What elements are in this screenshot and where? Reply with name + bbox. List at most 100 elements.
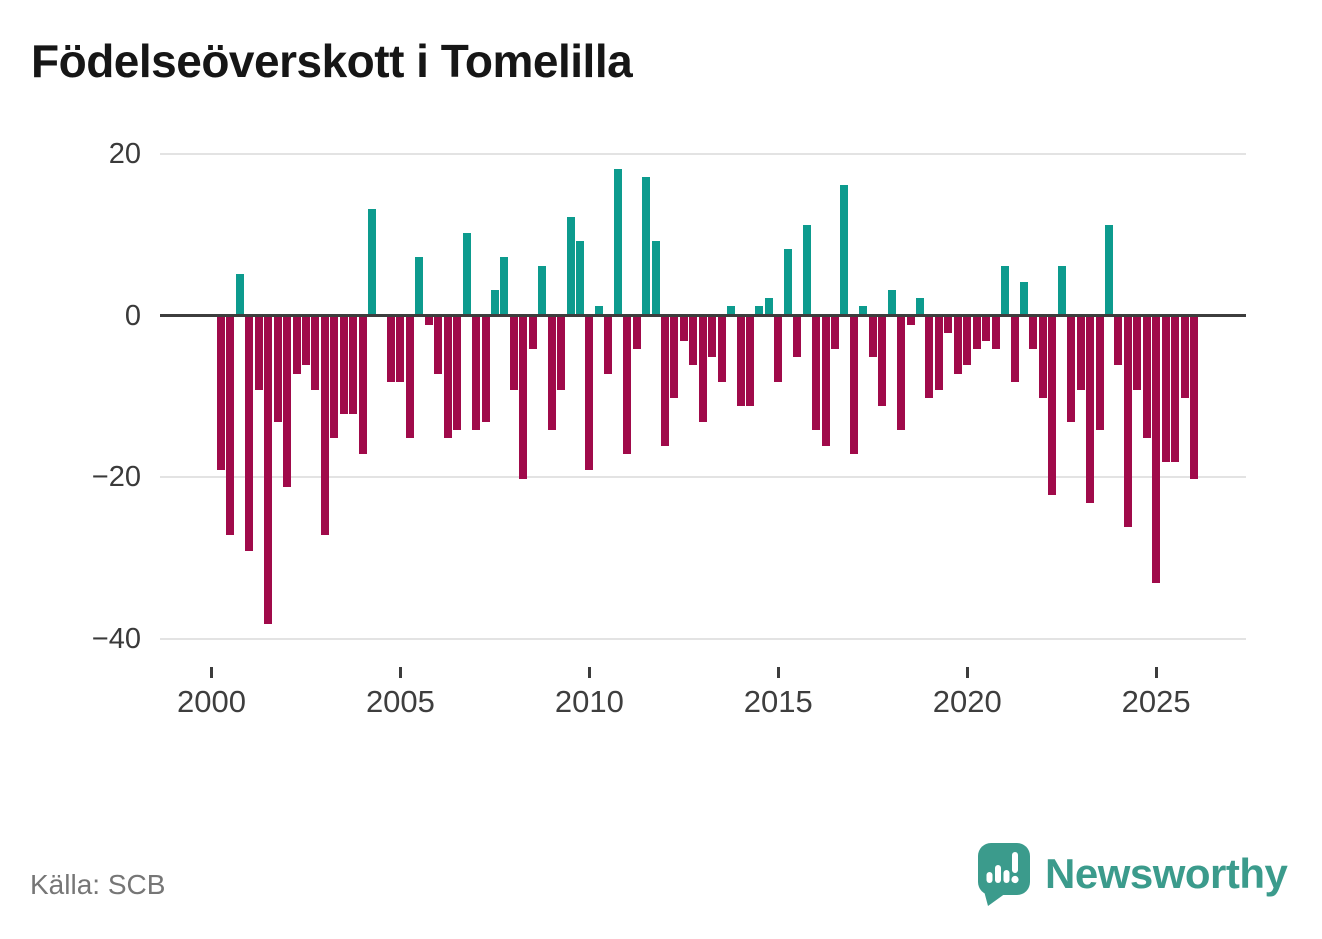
x-axis-tick-mark xyxy=(587,667,591,678)
bar-2008-Q1 xyxy=(519,317,527,479)
bar-2002-Q3 xyxy=(311,317,319,390)
newsworthy-logo: Newsworthy xyxy=(976,841,1288,907)
bar-2020-Q1 xyxy=(973,317,981,349)
bar-2007-Q2 xyxy=(491,290,499,314)
bar-2002-Q4 xyxy=(321,317,329,535)
bar-2011-Q1 xyxy=(633,317,641,349)
x-axis-tick-label: 2015 xyxy=(743,684,813,719)
x-axis-tick-mark xyxy=(965,667,969,678)
bar-2001-Q3 xyxy=(274,317,282,422)
bar-2021-Q4 xyxy=(1039,317,1047,398)
x-axis-tick-mark xyxy=(210,667,213,678)
bar-2025-Q3 xyxy=(1181,317,1189,398)
bar-2016-Q3 xyxy=(840,185,848,314)
bar-2000-Q3 xyxy=(236,274,244,314)
bar-2007-Q4 xyxy=(510,317,518,390)
bar-2014-Q4 xyxy=(774,317,782,382)
bar-2005-Q1 xyxy=(406,317,414,438)
bar-2006-Q3 xyxy=(463,233,471,314)
bar-2023-Q1 xyxy=(1086,317,1094,503)
gridline-y--40 xyxy=(160,637,1246,640)
bar-2002-Q2 xyxy=(302,317,310,365)
bar-2008-Q3 xyxy=(538,266,546,314)
gridline-y-20 xyxy=(160,153,1246,155)
bar-2014-Q1 xyxy=(746,317,754,406)
bar-2020-Q2 xyxy=(982,317,990,341)
bar-2022-Q3 xyxy=(1067,317,1075,422)
bar-2016-Q1 xyxy=(822,317,830,446)
bar-2024-Q1 xyxy=(1124,317,1132,527)
newsworthy-logo-icon xyxy=(978,843,1030,906)
bar-2006-Q2 xyxy=(453,317,461,430)
bar-2010-Q1 xyxy=(595,306,603,314)
x-axis-tick-mark xyxy=(1154,667,1158,678)
bar-2013-Q3 xyxy=(727,306,735,314)
bar-2001-Q1 xyxy=(255,317,263,390)
x-axis-tick-mark xyxy=(398,667,402,678)
bar-2019-Q2 xyxy=(944,317,952,333)
bar-2000-Q4 xyxy=(245,317,253,551)
x-axis-tick-label: 2025 xyxy=(1121,684,1191,719)
x-axis-tick-label: 2020 xyxy=(932,684,1002,719)
bar-2023-Q3 xyxy=(1105,225,1113,314)
bar-2011-Q4 xyxy=(661,317,669,446)
bar-2003-Q3 xyxy=(349,317,357,414)
bar-2021-Q3 xyxy=(1029,317,1037,349)
bar-2025-Q2 xyxy=(1171,317,1179,462)
bar-2023-Q2 xyxy=(1096,317,1104,430)
bar-2017-Q3 xyxy=(878,317,886,406)
bar-2007-Q1 xyxy=(482,317,490,422)
x-axis-tick-label: 2000 xyxy=(177,684,246,719)
bar-2000-Q1 xyxy=(217,317,225,470)
gridline-y--20 xyxy=(160,476,1246,478)
bar-2001-Q4 xyxy=(283,317,291,487)
bar-2010-Q4 xyxy=(623,317,631,454)
bar-2001-Q2 xyxy=(264,317,272,624)
bar-2000-Q2 xyxy=(226,317,234,535)
bar-2015-Q2 xyxy=(793,317,801,357)
bar-2021-Q2 xyxy=(1020,282,1028,314)
bar-2008-Q4 xyxy=(548,317,556,430)
x-axis-tick-label: 2010 xyxy=(554,684,624,719)
bar-2024-Q4 xyxy=(1152,317,1160,583)
bar-2020-Q3 xyxy=(992,317,1000,349)
bar-2009-Q1 xyxy=(557,317,565,390)
bar-2011-Q2 xyxy=(642,177,650,314)
bar-2013-Q4 xyxy=(737,317,745,406)
bar-2005-Q3 xyxy=(425,317,433,325)
bar-2003-Q4 xyxy=(359,317,367,454)
bar-2018-Q3 xyxy=(916,298,924,314)
chart-title: Födelseöverskott i Tomelilla xyxy=(31,35,633,87)
bar-2019-Q3 xyxy=(954,317,962,374)
bar-2011-Q3 xyxy=(652,241,660,314)
bar-2025-Q4 xyxy=(1190,317,1198,479)
bar-2023-Q4 xyxy=(1114,317,1122,365)
bar-2005-Q4 xyxy=(434,317,442,374)
bar-2004-Q4 xyxy=(396,317,404,382)
bar-2005-Q2 xyxy=(415,257,423,314)
y-axis-tick-label: 0 xyxy=(124,299,141,332)
bar-2009-Q2 xyxy=(567,217,575,314)
bar-2002-Q1 xyxy=(293,317,301,374)
bar-2025-Q1 xyxy=(1162,317,1170,462)
bar-2008-Q2 xyxy=(529,317,537,349)
bar-2014-Q2 xyxy=(755,306,763,314)
bar-2013-Q2 xyxy=(718,317,726,382)
bar-2021-Q1 xyxy=(1011,317,1019,382)
bar-2007-Q3 xyxy=(500,257,508,314)
bar-2006-Q1 xyxy=(444,317,452,438)
x-axis-tick-mark xyxy=(776,667,780,678)
bar-2010-Q3 xyxy=(614,169,622,314)
bar-2017-Q4 xyxy=(888,290,896,314)
bar-2022-Q2 xyxy=(1058,266,1066,314)
bar-2013-Q1 xyxy=(708,317,716,357)
bar-2022-Q1 xyxy=(1048,317,1056,495)
bar-2009-Q4 xyxy=(585,317,593,470)
bar-2012-Q2 xyxy=(680,317,688,341)
bar-2018-Q1 xyxy=(897,317,905,430)
bar-2024-Q3 xyxy=(1143,317,1151,438)
bar-2015-Q1 xyxy=(784,249,792,314)
bar-2020-Q4 xyxy=(1001,266,1009,314)
bar-2016-Q4 xyxy=(850,317,858,454)
